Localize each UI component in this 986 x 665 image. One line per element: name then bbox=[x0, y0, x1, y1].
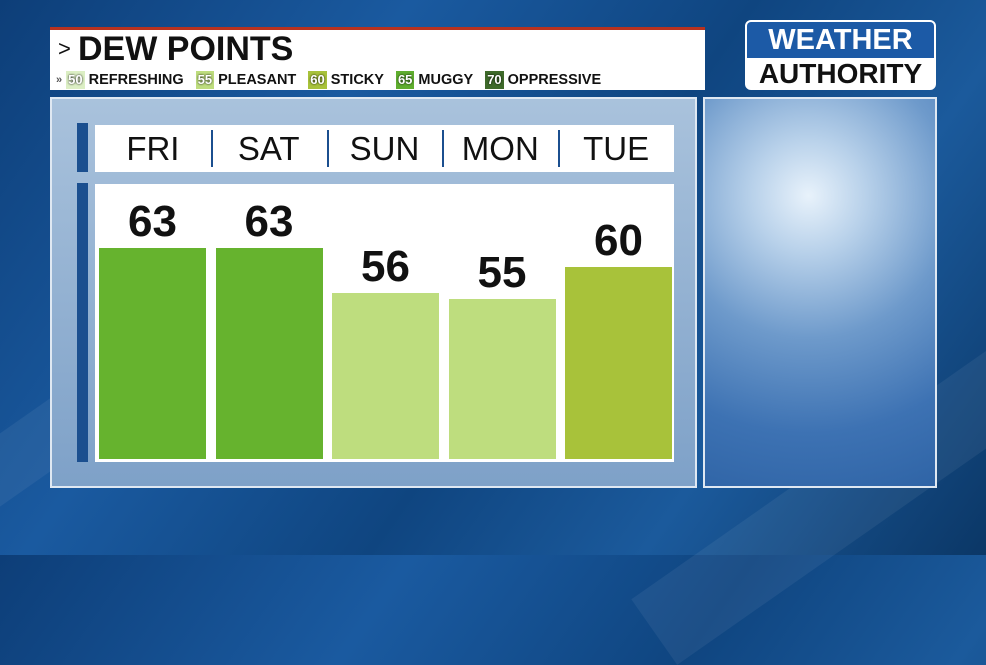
chevron-icon: > bbox=[58, 36, 71, 61]
data-label: 63 bbox=[128, 196, 177, 246]
accent-bar bbox=[77, 123, 88, 172]
bar-chart: 63 63 56 55 60 bbox=[95, 184, 674, 462]
logo-line1: WEATHER bbox=[747, 22, 934, 58]
day-label: SUN bbox=[326, 125, 443, 172]
weather-authority-logo: WEATHER AUTHORITY bbox=[745, 20, 936, 90]
double-chevron-icon: » bbox=[56, 73, 63, 86]
legend-label: PLEASANT bbox=[218, 71, 297, 88]
day-label: FRI bbox=[126, 130, 180, 167]
bar bbox=[215, 247, 323, 459]
legend: » 50 REFRESHING 55 PLEASANT 60 STICKY 65 MUGGY 7… bbox=[56, 70, 613, 89]
legend-swatch: 50 bbox=[66, 70, 85, 89]
day-label: MON bbox=[442, 125, 558, 172]
data-label: 55 bbox=[477, 248, 527, 297]
day-label: SAT bbox=[210, 125, 327, 172]
legend-label: MUGGY bbox=[418, 71, 474, 88]
legend-swatch: 65 bbox=[395, 70, 415, 89]
data-label: 60 bbox=[594, 216, 643, 265]
legend-label: STICKY bbox=[330, 71, 384, 88]
legend-label: REFRESHING bbox=[88, 71, 184, 88]
day-header: FRI SAT SUN MON TUE bbox=[95, 125, 674, 172]
header-panel: > DEW POINTS » 50 REFRESHING 55 PLEASANT 60 S… bbox=[50, 27, 705, 90]
sun-image-panel bbox=[703, 97, 937, 488]
bar bbox=[565, 267, 672, 459]
bar bbox=[448, 299, 556, 459]
page-title: DEW POINTS bbox=[78, 30, 294, 68]
legend-swatch: 60 bbox=[308, 70, 327, 89]
legend-swatch: 70 bbox=[485, 70, 504, 89]
bar bbox=[99, 247, 206, 459]
legend-swatch: 55 bbox=[195, 70, 215, 89]
legend-label: OPPRESSIVE bbox=[507, 71, 602, 88]
bar bbox=[332, 292, 439, 459]
logo-line2: AUTHORITY bbox=[758, 58, 923, 89]
data-label: 63 bbox=[244, 196, 294, 246]
accent-bar bbox=[77, 183, 88, 462]
data-label: 56 bbox=[361, 241, 410, 291]
day-label: TUE bbox=[558, 125, 674, 172]
chart-panel: FRI SAT SUN MON TUE 63 63 56 55 60 bbox=[50, 97, 697, 488]
